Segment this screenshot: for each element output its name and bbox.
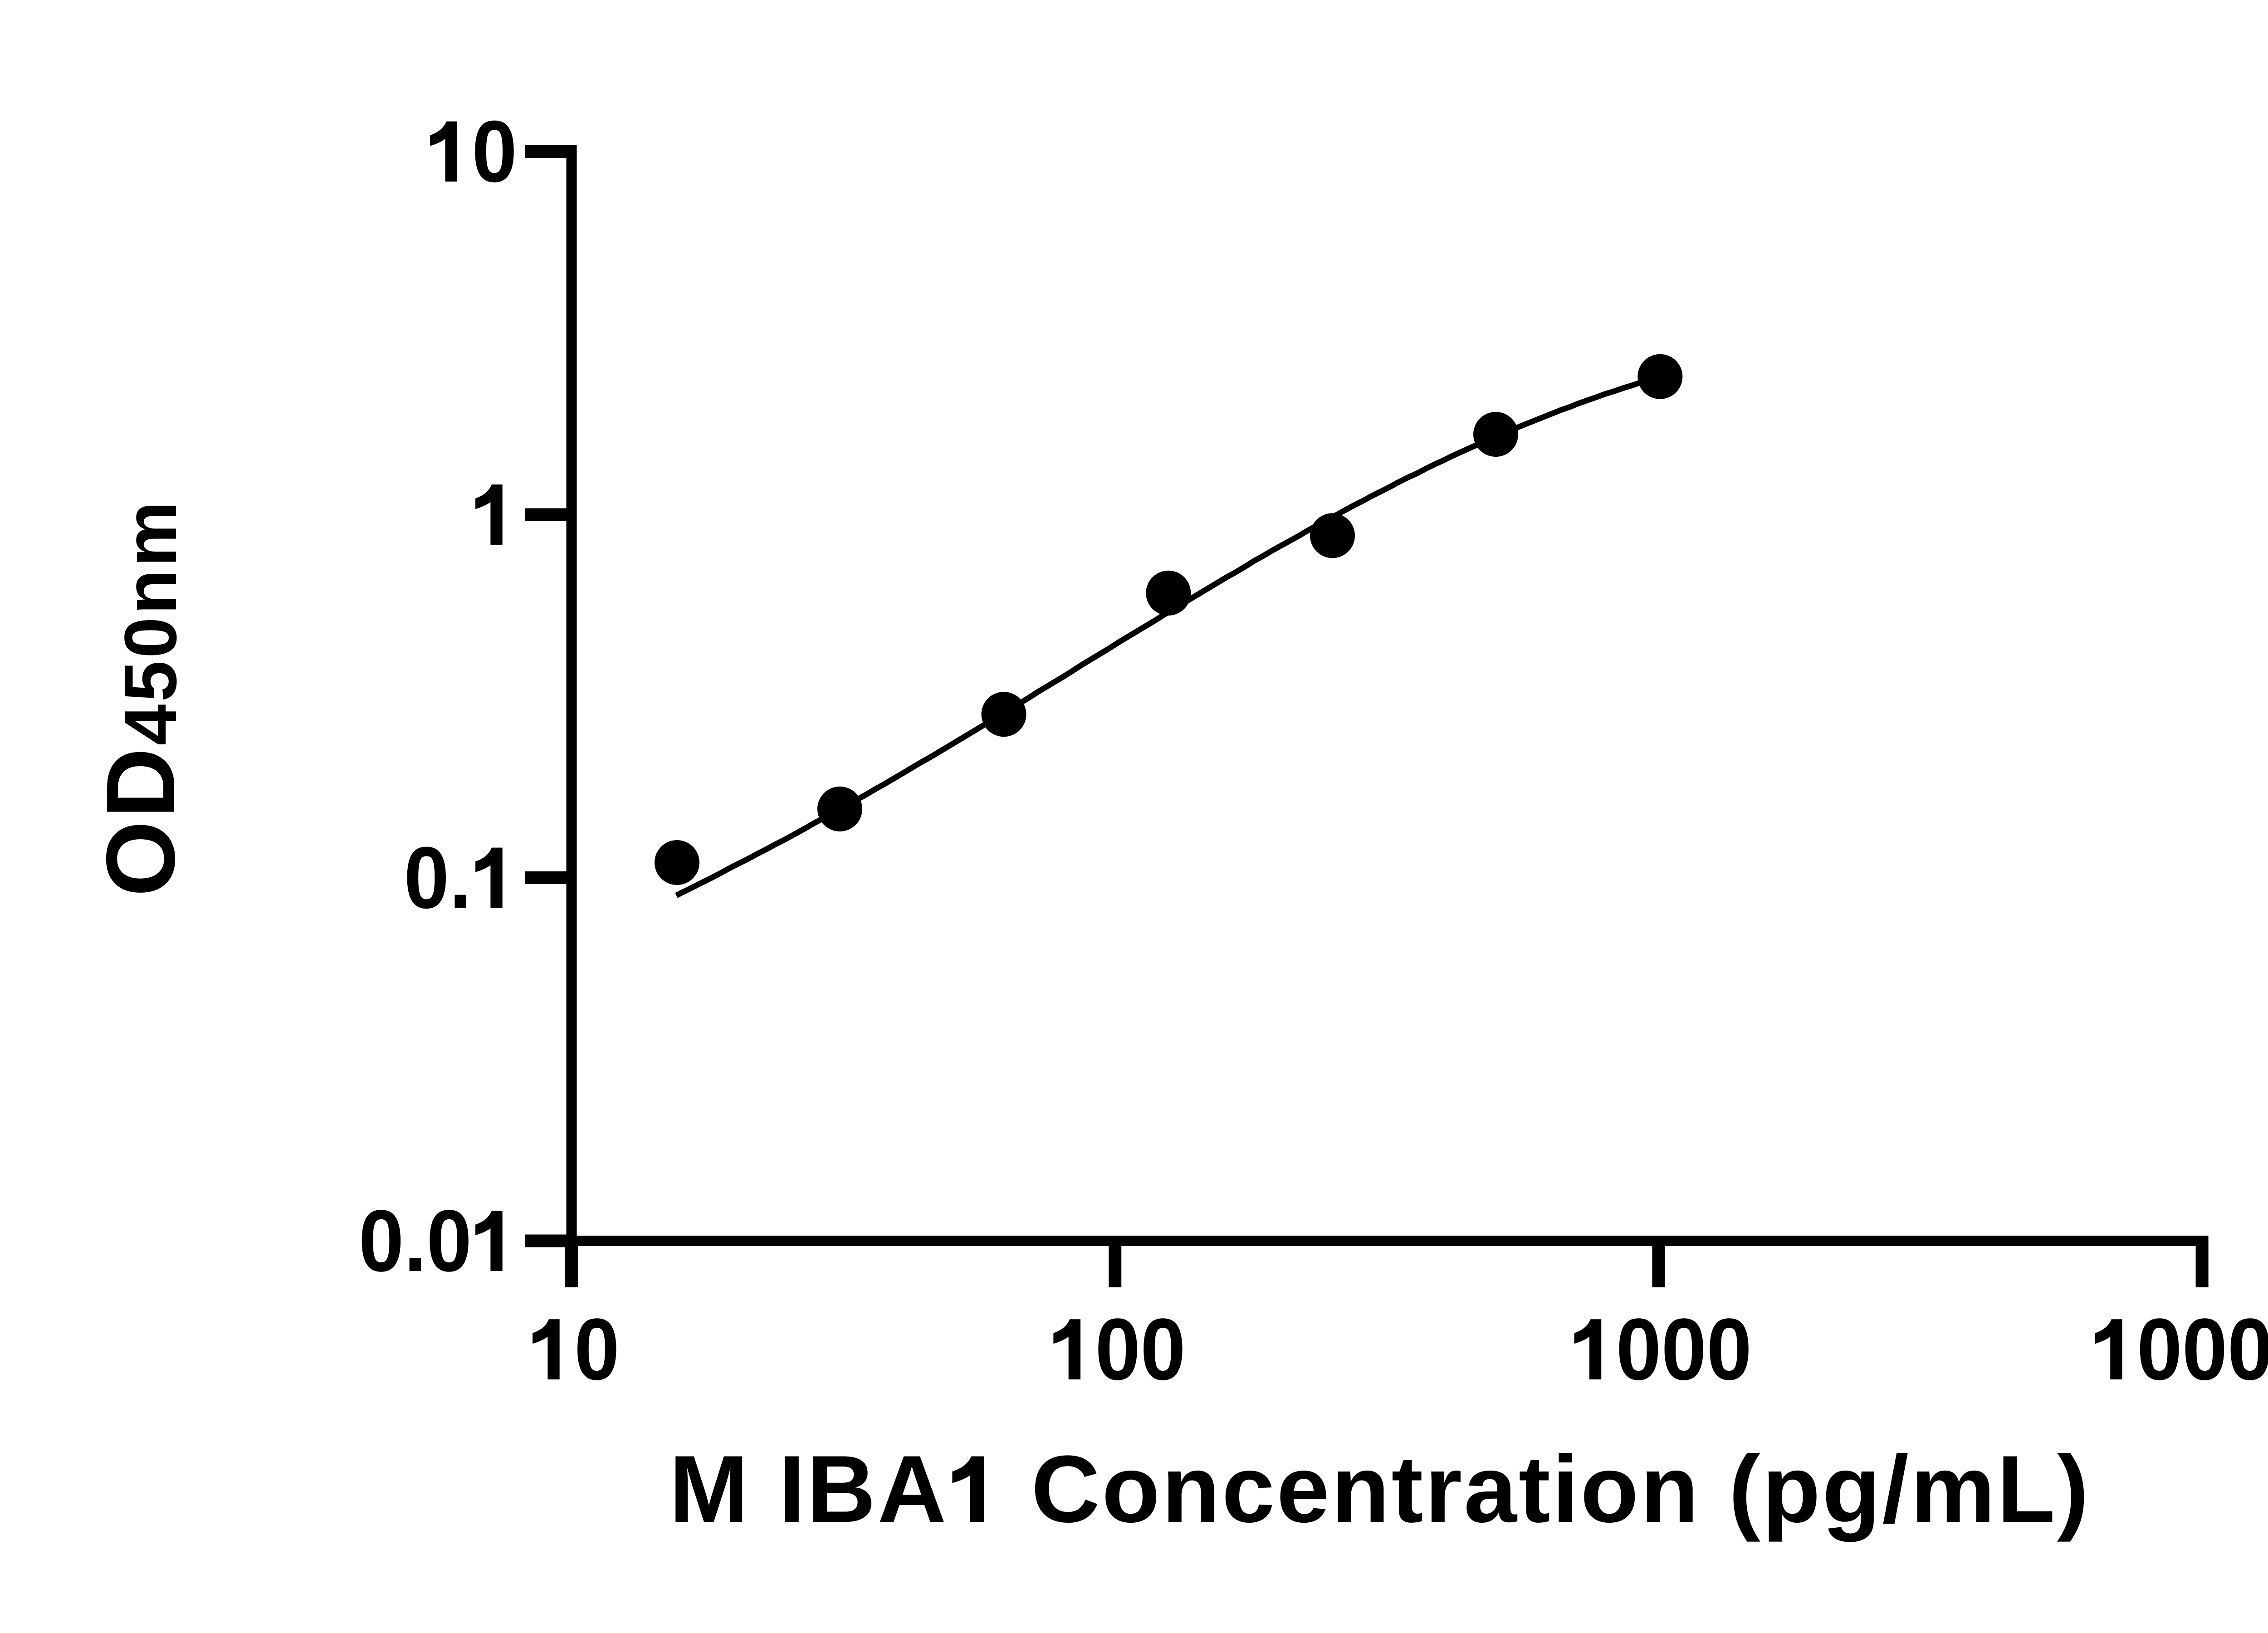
- svg-text:0.0: 0.0: [359, 1192, 472, 1290]
- svg-text:0: 0: [574, 1301, 620, 1398]
- svg-text:000: 000: [1616, 1301, 1752, 1398]
- svg-text:0.: 0.: [404, 829, 472, 926]
- svg-text:OD450nm: OD450nm: [86, 499, 195, 896]
- svg-text:M IBA: M IBA: [669, 1436, 948, 1542]
- svg-text:Concentration (pg/mL): Concentration (pg/mL): [1003, 1436, 2091, 1542]
- svg-text:0: 0: [472, 103, 517, 200]
- svg-text:00: 00: [1095, 1301, 1186, 1398]
